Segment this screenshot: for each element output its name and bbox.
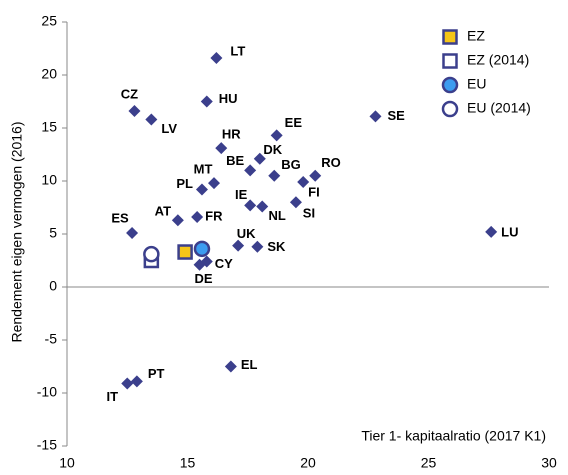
point (193, 240, 211, 258)
legend-label: EU (2014) (467, 100, 531, 116)
point (215, 142, 228, 155)
y-axis-title: Rendement eigen vermogen (2016) (9, 121, 25, 342)
point (270, 129, 283, 142)
point (128, 105, 141, 118)
y-tick-label: 10 (41, 172, 57, 188)
point (200, 95, 213, 108)
x-axis-title: Tier 1- kapitaalratio (2017 K1) (361, 428, 546, 444)
point (171, 214, 184, 227)
point (130, 375, 143, 388)
y-tick-label: 15 (41, 119, 57, 135)
point-label: DK (263, 142, 282, 157)
point (126, 226, 139, 239)
point (232, 239, 245, 252)
point-label: EL (241, 357, 258, 372)
x-tick-label: 30 (541, 455, 557, 471)
point-label: BG (281, 157, 301, 172)
point-label: IT (106, 389, 118, 404)
point-label: IE (235, 187, 248, 202)
point-label: BE (226, 153, 244, 168)
y-tick-label: 0 (49, 278, 57, 294)
point-label: NL (269, 208, 286, 223)
point (210, 52, 223, 65)
point-label: FR (205, 208, 223, 223)
legend-label: EZ (2014) (467, 52, 529, 68)
point-label: PL (176, 176, 193, 191)
point-label: SE (387, 108, 405, 123)
point-label: PT (148, 366, 165, 381)
point (244, 164, 257, 177)
point-label: RO (321, 155, 341, 170)
point-label: AT (155, 204, 171, 219)
point (193, 258, 206, 271)
point (297, 176, 310, 189)
point-label: HU (219, 91, 238, 106)
point (208, 177, 221, 190)
point-label: CZ (121, 86, 138, 101)
point-label: LT (230, 43, 245, 58)
y-tick-label: -15 (37, 437, 57, 453)
legend-label: EZ (467, 28, 485, 44)
x-tick-label: 15 (180, 455, 196, 471)
y-tick-label: 20 (41, 66, 57, 82)
legend-marker (441, 100, 459, 118)
point-label: FI (308, 184, 320, 199)
point-label: HR (222, 127, 241, 142)
point (251, 240, 264, 253)
y-tick-label: 5 (49, 225, 57, 241)
legend-marker (441, 76, 459, 94)
point-label: ES (111, 210, 129, 225)
point (145, 113, 158, 126)
point-label: DE (195, 271, 213, 286)
point (253, 152, 266, 165)
point (309, 169, 322, 182)
point (195, 183, 208, 196)
point-label: MT (194, 162, 213, 177)
point-label: LV (161, 121, 177, 136)
point (256, 200, 269, 213)
point (289, 196, 302, 209)
point-label: CY (215, 256, 233, 271)
point-label: EE (285, 115, 303, 130)
legend-label: EU (467, 76, 486, 92)
legend-marker (442, 29, 458, 45)
point-label: SK (267, 239, 286, 254)
point (224, 360, 237, 373)
x-tick-label: 20 (300, 455, 316, 471)
point-label: SI (303, 206, 315, 221)
x-tick-label: 10 (59, 455, 75, 471)
point (369, 110, 382, 123)
y-tick-label: -10 (37, 384, 57, 400)
point (191, 211, 204, 224)
legend-marker (442, 53, 458, 69)
point (177, 244, 193, 260)
point (268, 169, 281, 182)
x-tick-label: 25 (421, 455, 437, 471)
point-label: UK (237, 226, 256, 241)
point (121, 377, 134, 390)
point (244, 199, 257, 212)
point (143, 245, 160, 263)
point-label: LU (501, 224, 518, 239)
point (485, 225, 498, 238)
y-tick-label: 25 (41, 13, 57, 29)
y-tick-label: -5 (45, 331, 58, 347)
